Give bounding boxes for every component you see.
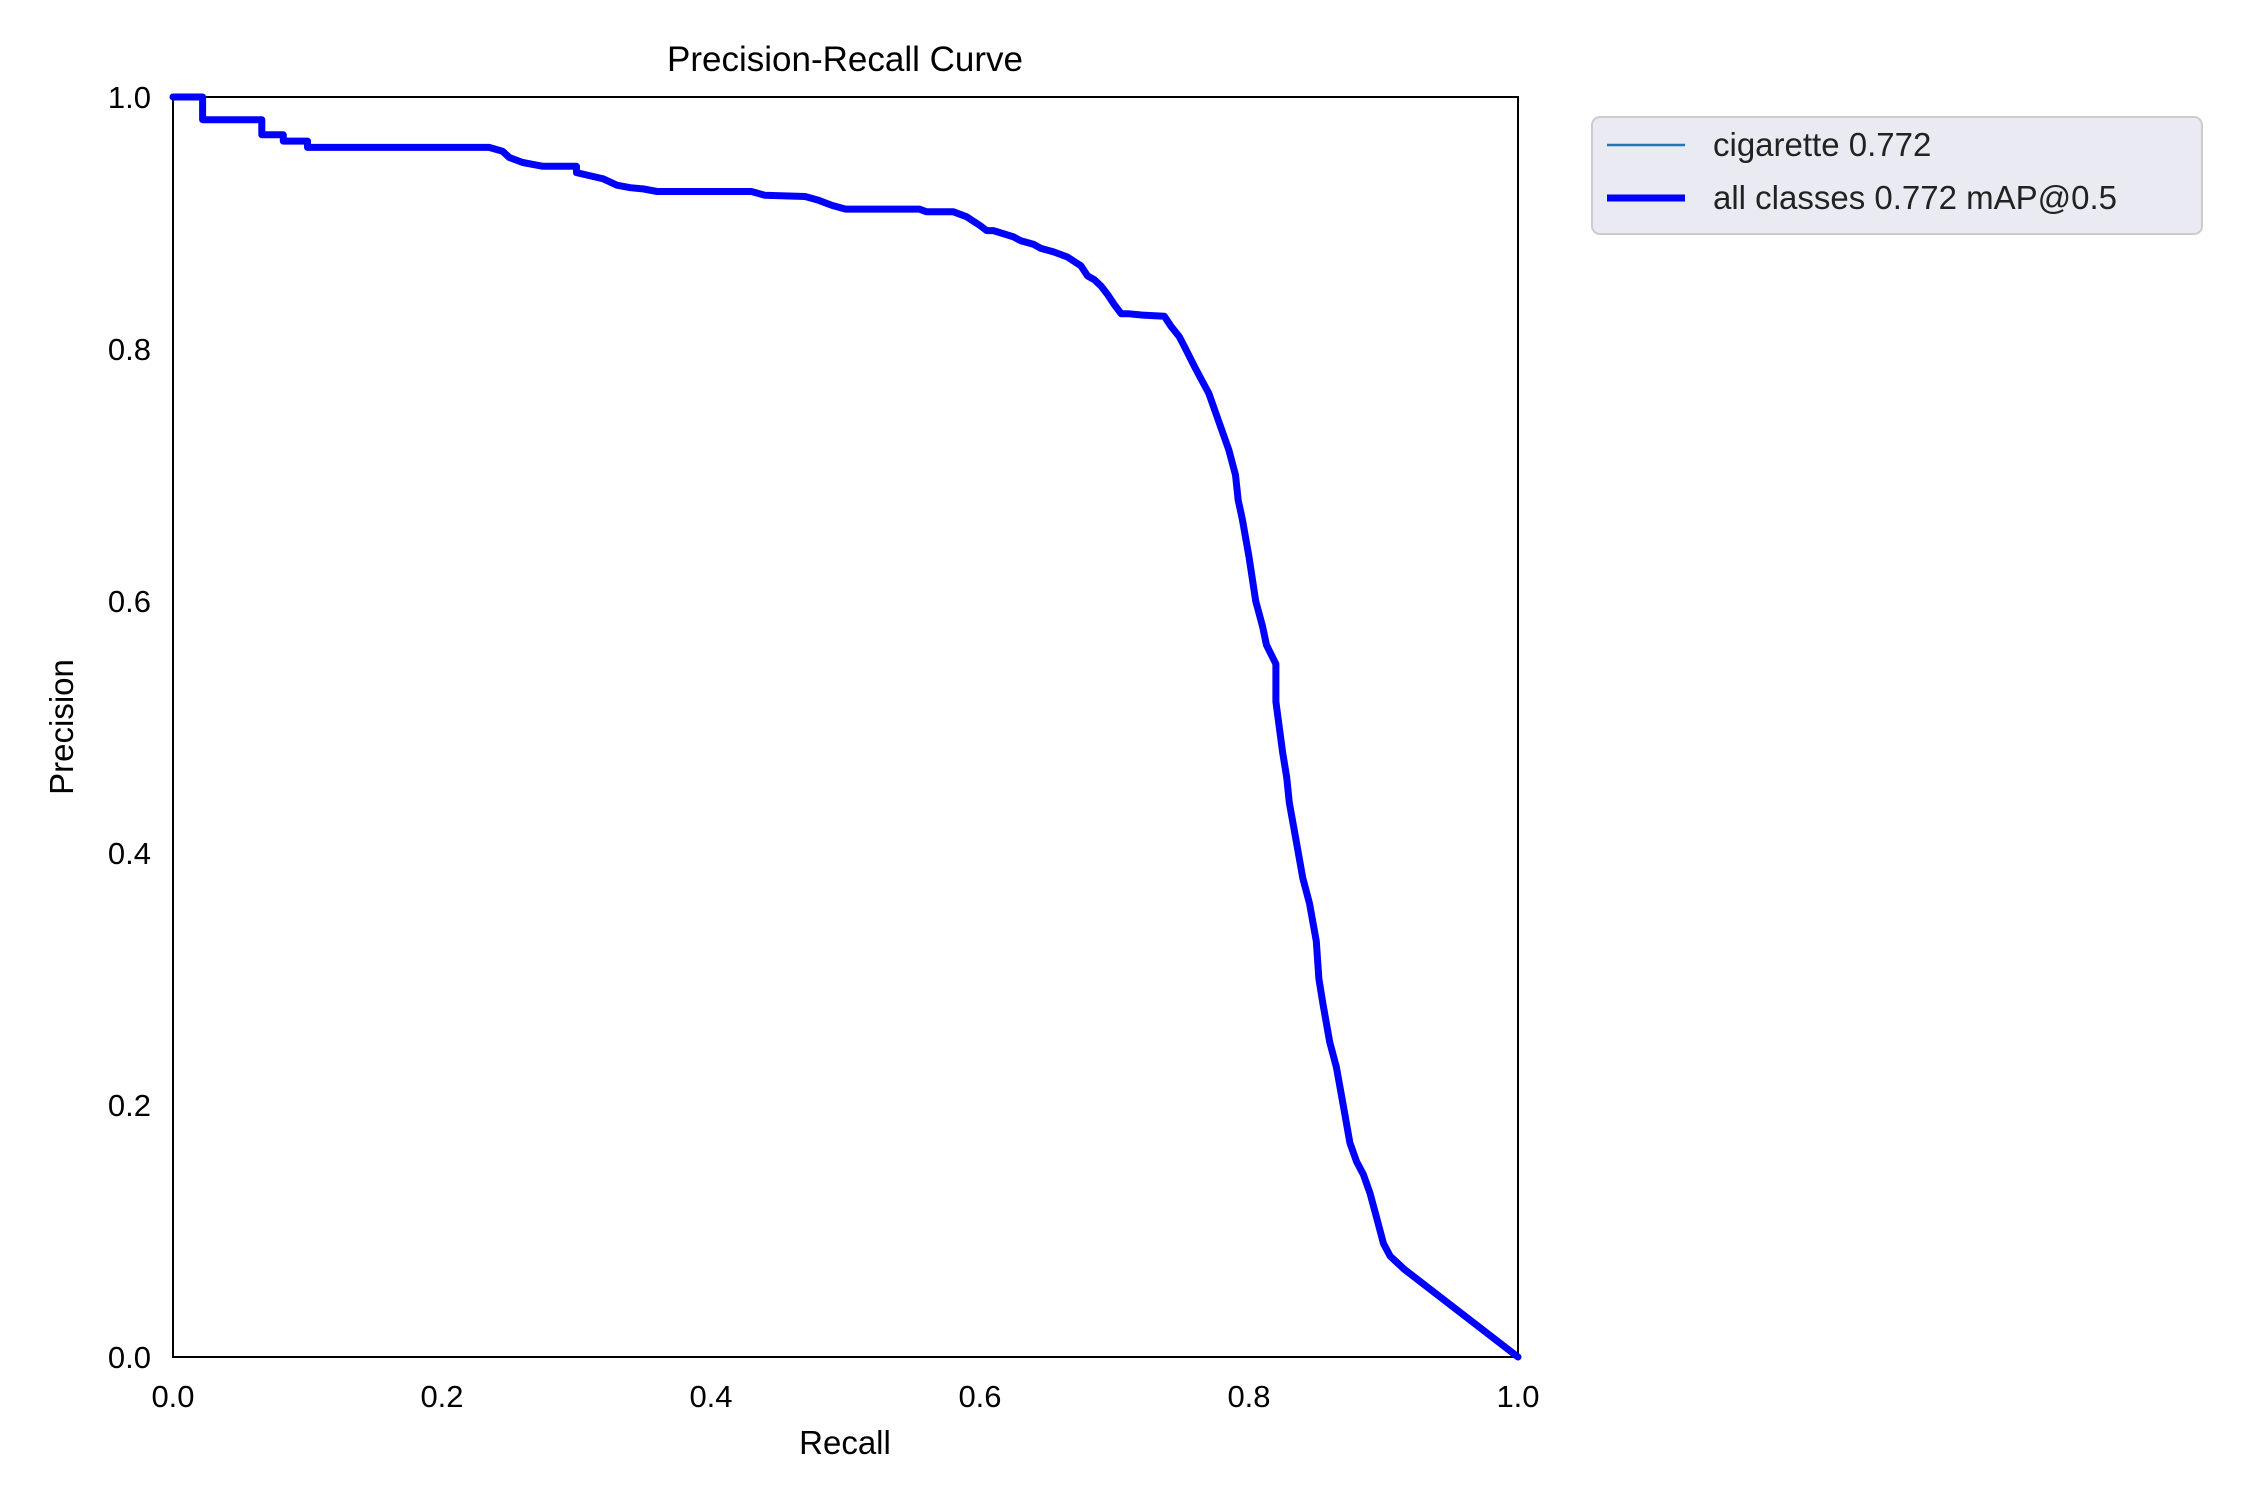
plot-frame xyxy=(172,96,1519,1358)
legend-label-cigarette: cigarette 0.772 xyxy=(1713,126,1931,163)
y-tick-label: 0.2 xyxy=(108,1088,151,1123)
x-tick-label: 0.8 xyxy=(1227,1379,1270,1414)
series-line-all-classes xyxy=(169,93,1522,1361)
y-tick-label: 0.0 xyxy=(108,1340,151,1375)
series-layer xyxy=(169,93,1522,1361)
y-tick-label: 1.0 xyxy=(108,80,151,115)
y-tick-label: 0.8 xyxy=(108,332,151,367)
x-tick-label: 0.2 xyxy=(420,1379,463,1414)
x-tick-label: 0.4 xyxy=(689,1379,732,1414)
x-tick-label: 0.6 xyxy=(958,1379,1001,1414)
chart-title: Precision-Recall Curve xyxy=(667,40,1023,79)
x-axis-ticks: 0.0 0.2 0.4 0.6 0.8 1.0 xyxy=(151,1379,1539,1414)
x-axis-title: Recall xyxy=(799,1424,891,1461)
x-tick-label: 0.0 xyxy=(151,1379,194,1414)
y-axis-title: Precision xyxy=(43,659,80,795)
y-tick-label: 0.6 xyxy=(108,584,151,619)
x-tick-label: 1.0 xyxy=(1496,1379,1539,1414)
legend: cigarette 0.772 all classes 0.772 mAP@0.… xyxy=(1591,116,2203,235)
y-tick-label: 0.4 xyxy=(108,836,151,871)
y-axis-ticks: 0.0 0.2 0.4 0.6 0.8 1.0 xyxy=(108,80,151,1375)
legend-label-all-classes: all classes 0.772 mAP@0.5 xyxy=(1713,179,2117,216)
legend-box xyxy=(1591,116,2203,235)
